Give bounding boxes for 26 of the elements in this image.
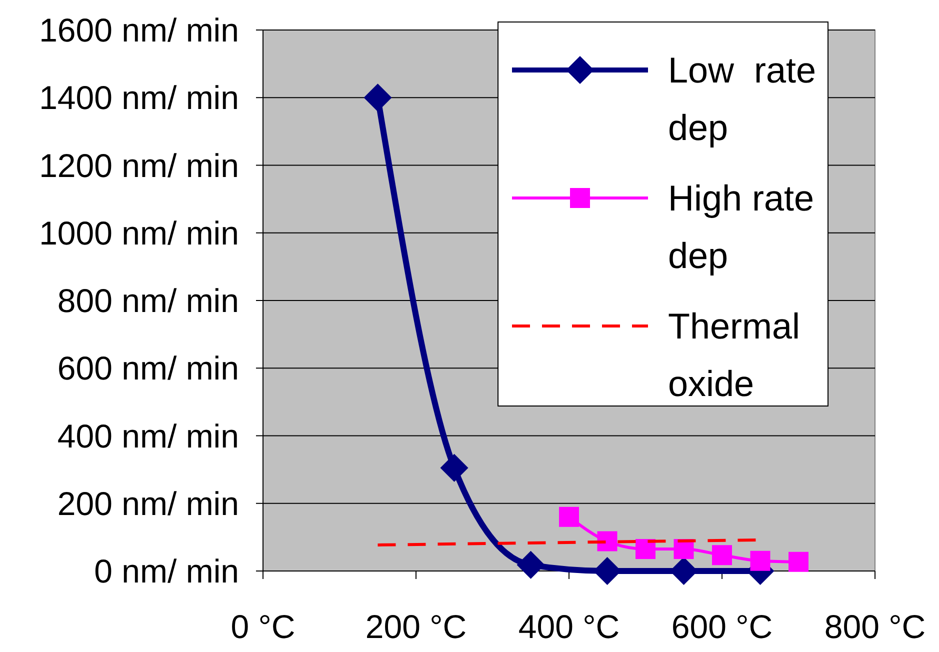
- x-tick-label: 800 °C: [824, 608, 926, 645]
- legend-label: Low rate dep: [668, 50, 816, 148]
- point: [788, 552, 808, 572]
- x-tick-label: 600 °C: [671, 608, 773, 645]
- point: [559, 506, 579, 527]
- point: [597, 531, 618, 552]
- point: [364, 84, 392, 112]
- y-tick-label: 1200 nm/ min: [39, 146, 239, 184]
- x-tick-label: 0 °C: [230, 608, 296, 645]
- point: [712, 545, 732, 566]
- y-tick-label: 800 nm/ min: [57, 282, 239, 320]
- y-tick-label: 1400 nm/ min: [39, 79, 239, 116]
- y-tick-label: 0 nm/ min: [94, 552, 239, 590]
- y-tick-label: 600 nm/ min: [57, 350, 239, 387]
- x-tick-label: 400 °C: [518, 608, 620, 645]
- y-tick-label: 400 nm/ min: [57, 417, 239, 454]
- point: [636, 539, 656, 560]
- y-tick-label: 200 nm/ min: [57, 484, 239, 522]
- point: [750, 550, 770, 571]
- point: [516, 550, 545, 579]
- x-tick-label: 200 °C: [365, 608, 467, 645]
- y-tick-label: 1600 nm/ min: [39, 12, 239, 49]
- y-tick-label: 1000 nm/ min: [39, 214, 239, 252]
- point: [440, 454, 468, 482]
- legend-label: Thermal oxide: [668, 306, 800, 404]
- legend-label: High rate dep: [668, 178, 814, 276]
